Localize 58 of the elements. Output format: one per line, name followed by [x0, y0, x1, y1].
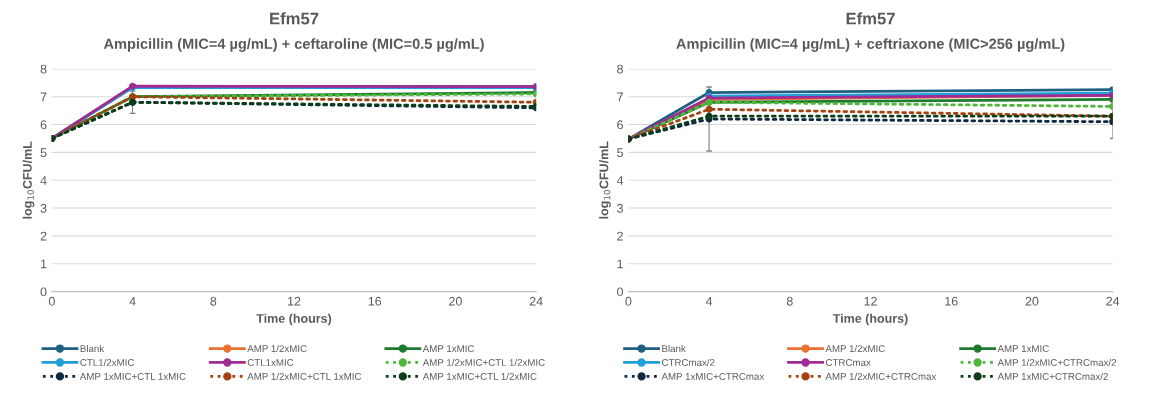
legend-label: CTRCmax/2	[661, 358, 715, 366]
x-tick-label: 0	[48, 296, 55, 306]
y-tick-label: 6	[40, 120, 47, 130]
y-axis-title: log$_{10}$CFU/mL	[22, 141, 35, 219]
x-tick-label: 20	[1025, 296, 1039, 306]
y-tick-label: 0	[617, 287, 624, 297]
y-tick-label: 1	[41, 259, 47, 269]
y-tick-label: 7	[40, 92, 47, 102]
y-tick-label: 3	[40, 203, 47, 213]
legend-label: AMP 1xMIC	[997, 345, 1049, 353]
y-tick-label: 2	[617, 231, 623, 241]
chart-subtitle: Ampicillin (MIC=4 µg/mL) + ceftriaxone (MIC>256 µg/mL)	[676, 38, 1065, 52]
legend-label: AMP 1xMIC+CTL 1xMIC	[79, 373, 186, 380]
legend-label: CTRCmax	[825, 359, 871, 366]
legend-label: AMP 1/2xMIC	[247, 344, 307, 353]
legend-label: AMP 1/2xMIC	[825, 344, 885, 353]
legend-label: AMP 1xMIC	[422, 345, 475, 353]
legend-label: AMP 1/2xMIC+CTRCmax	[825, 372, 937, 380]
x-tick-label: 24	[1106, 296, 1120, 306]
x-tick-label: 8	[786, 296, 793, 306]
y-tick-label: 7	[617, 92, 623, 102]
y-tick-label: 5	[617, 148, 623, 158]
y-tick-label: 2	[40, 231, 47, 241]
x-tick-label: 24	[529, 296, 543, 306]
legend-label: CTL1xMIC	[247, 359, 294, 366]
y-tick-label: 0	[40, 287, 47, 297]
x-tick-label: 12	[864, 296, 877, 306]
x-tick-label: 0	[625, 296, 632, 306]
legend-label: AMP 1xMIC+CTRCmax	[661, 373, 765, 380]
x-tick-label: 16	[945, 296, 958, 306]
x-tick-label: 16	[368, 296, 382, 306]
x-tick-label: 4	[129, 296, 136, 306]
x-axis-title: Time (hours)	[256, 313, 332, 326]
y-tick-label: 8	[40, 64, 47, 74]
legend-label: Blank	[80, 344, 105, 353]
x-axis-title: Time (hours)	[832, 313, 908, 326]
legend-label: CTL1/2xMIC	[80, 358, 135, 366]
y-tick-label: 4	[616, 176, 624, 185]
chart-subtitle: Ampicillin (MIC=4 µg/mL) + ceftaroline (MIC=0.5 µg/mL)	[103, 38, 484, 52]
y-tick-label: 8	[617, 64, 623, 74]
chart-title: Efm57	[270, 12, 319, 25]
y-axis-title: log$_{10}$CFU/mL	[599, 141, 611, 219]
legend-label: AMP 1/2xMIC+CTL 1/2xMIC	[422, 358, 545, 366]
x-tick-label: 12	[288, 296, 301, 306]
legend-label: AMP 1xMIC+CTL 1/2xMIC	[422, 372, 537, 380]
x-tick-label: 20	[449, 296, 462, 306]
x-tick-label: 8	[210, 296, 217, 306]
legend-label: Blank	[662, 344, 686, 353]
y-tick-label: 4	[40, 176, 47, 185]
chart-title: Efm57	[846, 12, 895, 25]
legend-label: AMP 1/2xMIC+CTL 1xMIC	[247, 372, 362, 380]
y-tick-label: 1	[617, 259, 623, 269]
legend-label: AMP 1/2xMIC+CTRCmax/2	[997, 358, 1117, 366]
y-tick-label: 6	[617, 120, 623, 130]
y-tick-label: 5	[40, 148, 47, 158]
x-tick-label: 4	[705, 296, 713, 306]
legend-label: AMP 1xMIC+CTRCmax/2	[997, 372, 1108, 380]
y-tick-label: 3	[617, 203, 623, 213]
